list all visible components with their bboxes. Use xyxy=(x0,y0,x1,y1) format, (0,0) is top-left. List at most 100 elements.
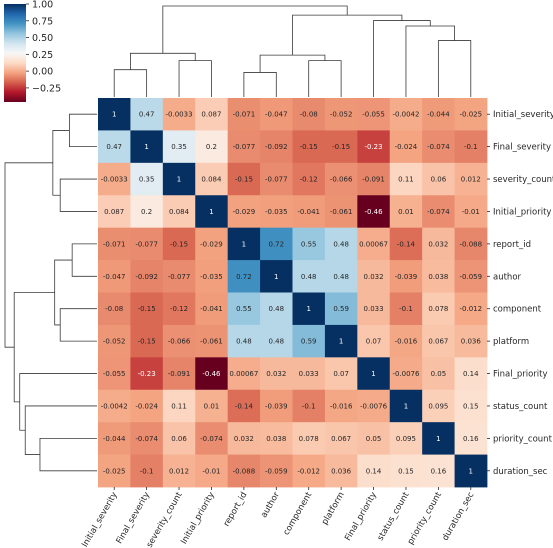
cell-value-label: -0.1 xyxy=(399,305,413,313)
heatmap-cell xyxy=(422,260,455,293)
cell-value-label: -0.088 xyxy=(233,467,256,475)
heatmap-cell xyxy=(389,162,423,196)
heatmap-cell xyxy=(454,292,488,326)
row-label: Initial_severity xyxy=(493,110,553,120)
column-label: report_id xyxy=(222,491,250,529)
dendrogram-link xyxy=(162,5,348,54)
dendrogram-link xyxy=(59,178,97,212)
cell-value-label: 0.038 xyxy=(428,273,448,281)
cell-value-label: 0.16 xyxy=(431,467,447,475)
heatmap-cell xyxy=(130,389,164,423)
heatmap-cell xyxy=(454,260,488,293)
heatmap-cell xyxy=(389,260,423,293)
heatmap-cell xyxy=(260,292,293,326)
heatmap-cell xyxy=(292,98,326,131)
cell-value-label: -0.0042 xyxy=(392,111,419,119)
heatmap-cell xyxy=(324,162,358,196)
heatmap-cell xyxy=(227,389,261,423)
cell-value-label: -0.15 xyxy=(332,143,350,151)
cell-value-label: 0.01 xyxy=(204,402,220,410)
heatmap-cell xyxy=(324,98,358,131)
cell-value-label: -0.029 xyxy=(233,208,256,216)
heatmap-cell xyxy=(454,422,488,455)
heatmap-cell xyxy=(389,389,423,423)
heatmap-cell xyxy=(454,454,488,488)
cell-value-label: -0.059 xyxy=(460,273,483,281)
heatmap-cell xyxy=(422,454,455,488)
cell-value-label: -0.047 xyxy=(103,273,126,281)
cell-value-label: -0.14 xyxy=(235,402,254,410)
cell-value-label: 0.47 xyxy=(106,143,122,151)
cell-value-label: -0.23 xyxy=(364,143,382,151)
cell-value-label: -0.0076 xyxy=(392,370,420,378)
heatmap-cell xyxy=(454,162,488,196)
heatmap-cell xyxy=(98,227,131,261)
cell-value-label: 0.067 xyxy=(428,338,448,346)
column-label: Initial_severity xyxy=(80,491,120,548)
cell-value-label: 0.01 xyxy=(398,208,414,216)
heatmap-cell xyxy=(454,389,488,423)
heatmap-cell xyxy=(292,195,326,229)
cell-value-label: -0.23 xyxy=(138,370,156,378)
row-label: severity_count xyxy=(493,175,553,185)
column-label: severity_count xyxy=(145,490,185,548)
heatmap-cell xyxy=(324,389,358,423)
heatmap-cell xyxy=(98,324,131,358)
cell-value-label: 0.038 xyxy=(266,435,286,443)
column-tick-labels: Initial_severityFinal_severityseverity_c… xyxy=(80,487,477,548)
heatmap-cell xyxy=(260,454,293,488)
heatmap-cell xyxy=(292,260,326,293)
row-label: Final_severity xyxy=(493,143,551,153)
cell-value-label: 1 xyxy=(242,240,246,248)
heatmap-cell xyxy=(357,227,391,261)
heatmap-cell xyxy=(162,260,196,293)
heatmap-cell xyxy=(292,389,326,423)
column-label: component xyxy=(282,490,315,537)
heatmap-cell xyxy=(162,292,196,326)
heatmap-cell xyxy=(389,195,423,229)
heatmap-cell xyxy=(227,357,261,391)
heatmap-cell xyxy=(292,227,326,261)
dendrogram-link xyxy=(243,72,277,97)
cell-value-label: 0.07 xyxy=(333,370,349,378)
cell-value-label: 0.16 xyxy=(463,435,479,443)
heatmap-cell xyxy=(357,98,391,131)
cell-value-label: 0.032 xyxy=(428,240,448,248)
cell-value-label: -0.061 xyxy=(330,208,353,216)
dendrogram-link xyxy=(71,243,97,277)
cell-value-label: 0.48 xyxy=(333,240,349,248)
cell-value-label: -0.15 xyxy=(138,305,156,313)
heatmap-cell xyxy=(422,324,455,358)
heatmap-cell xyxy=(422,98,455,131)
cell-value-label: 0.05 xyxy=(431,370,447,378)
heatmap-cell xyxy=(454,195,488,229)
heatmap-cell xyxy=(357,454,391,488)
cell-value-label: 0.05 xyxy=(366,435,382,443)
cell-value-label: 0.72 xyxy=(268,240,284,248)
top-dendrogram xyxy=(113,5,472,97)
cell-value-label: -0.044 xyxy=(427,111,450,119)
cell-value-label: -0.08 xyxy=(300,111,318,119)
cell-value-label: 0.036 xyxy=(331,467,352,475)
cell-value-label: -0.044 xyxy=(103,435,126,443)
column-label: Final_severity xyxy=(115,491,153,546)
row-label: platform xyxy=(493,337,529,347)
colorbar-tick-label: 0.50 xyxy=(32,33,53,44)
heatmap-cell xyxy=(162,98,196,131)
cell-value-label: 0.48 xyxy=(333,273,349,281)
heatmap-cell xyxy=(357,260,391,293)
heatmap-cell xyxy=(260,195,293,229)
cell-value-label: -0.077 xyxy=(168,273,191,281)
cell-value-label: -0.029 xyxy=(200,240,223,248)
heatmap-cell xyxy=(130,324,164,358)
heatmap-cell xyxy=(454,130,488,164)
cell-value-label: -0.071 xyxy=(233,111,256,119)
heatmap-cell xyxy=(195,130,229,164)
cell-value-label: -0.024 xyxy=(395,143,418,151)
cell-value-label: 1 xyxy=(339,338,343,346)
heatmap-cell xyxy=(227,422,261,455)
cell-value-label: 0.012 xyxy=(169,467,189,475)
cell-value-label: -0.077 xyxy=(233,143,256,151)
heatmap-cell xyxy=(454,324,488,358)
